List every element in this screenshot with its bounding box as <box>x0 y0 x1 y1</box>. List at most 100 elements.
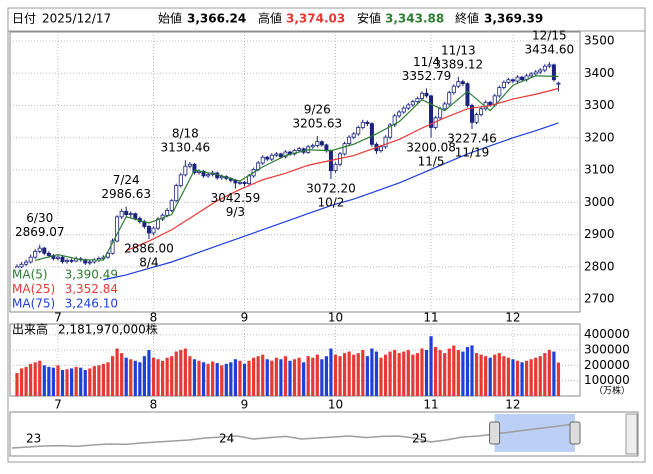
annotation-price: 3200.08 <box>406 140 456 154</box>
volume-bar <box>88 368 92 396</box>
candle-body <box>342 143 347 155</box>
volume-bar <box>429 336 433 396</box>
volume-bar <box>279 359 283 396</box>
volume-bar <box>252 357 256 396</box>
candle-body <box>520 76 525 81</box>
volume-bar <box>288 360 292 396</box>
volume-bar <box>434 346 438 396</box>
candle-body <box>447 92 452 105</box>
volume-bar <box>333 354 338 396</box>
candle-body <box>351 133 356 138</box>
annotation-date: 9/3 <box>226 205 245 219</box>
annotation-date: 8/18 <box>172 127 199 141</box>
candle-body <box>151 227 156 234</box>
header-close: 3,369.39 <box>484 12 543 26</box>
header-label: 高値 <box>258 11 282 26</box>
candle-body <box>206 174 211 177</box>
volume-bar <box>420 348 424 396</box>
candle-body <box>324 144 329 152</box>
candle-body <box>424 92 429 97</box>
y-tick-label: 2700 <box>584 292 615 306</box>
candle-body <box>501 81 506 88</box>
y-tick-label: 3400 <box>584 66 615 80</box>
volume-bar <box>211 361 215 396</box>
volume-bar <box>220 365 224 396</box>
annotation-date: 7/24 <box>113 173 140 187</box>
volume-bar <box>343 353 347 396</box>
volume-bar <box>302 362 306 396</box>
y-tick-label: 2800 <box>584 259 615 273</box>
candle-body <box>378 146 383 152</box>
volume-bar <box>206 363 210 396</box>
candle-body <box>438 108 443 119</box>
volume-bar <box>320 359 324 396</box>
candle-body <box>465 83 470 106</box>
candle-body <box>365 121 370 125</box>
volume-bar <box>292 359 297 396</box>
volume-bar <box>311 357 315 396</box>
candle-body <box>451 85 456 94</box>
volume-bar <box>556 362 561 396</box>
legend-bg <box>11 268 119 282</box>
candle-body <box>292 149 297 155</box>
annotation-date: 11/13 <box>441 43 476 57</box>
x-tick-label: 7 <box>54 311 62 325</box>
volume-bar <box>283 356 288 396</box>
volume-bar <box>383 354 388 396</box>
volume-bar <box>115 348 119 396</box>
candle-body <box>24 261 29 265</box>
volume-bar <box>356 353 360 396</box>
annotation-price: 3072.20 <box>306 182 356 196</box>
header-label: 日付 <box>12 12 36 26</box>
volume-bar <box>534 357 538 396</box>
volume-bar <box>261 354 265 396</box>
volume-bar <box>133 360 137 396</box>
volume-bar <box>19 368 24 396</box>
candle-body <box>315 141 320 146</box>
x-tick-label: 8 <box>150 311 158 325</box>
candle-body <box>319 141 324 146</box>
candle-body <box>242 181 247 185</box>
ma-line <box>125 87 559 252</box>
volume-bar <box>229 362 233 396</box>
volume-bar <box>124 357 128 396</box>
volume-bar <box>406 350 410 396</box>
candle-body <box>515 76 520 82</box>
navigator-arrow-right[interactable] <box>625 413 638 455</box>
volume-bar <box>83 369 87 396</box>
legend-bg <box>11 297 119 311</box>
candle-body <box>360 121 365 128</box>
navigator-year: 23 <box>26 432 41 446</box>
header-label: 安値 <box>357 11 381 26</box>
y-tick-label: 300000 <box>584 343 630 357</box>
candle-body <box>297 148 302 151</box>
volume-bar <box>447 348 451 396</box>
volume-bar <box>165 357 169 396</box>
volume-bar <box>479 354 483 396</box>
candle-body <box>55 256 60 259</box>
volume-bar <box>497 353 501 396</box>
volume-bar <box>24 366 28 396</box>
volume-bar <box>188 356 192 396</box>
volume-bar <box>506 357 510 396</box>
volume-bar <box>393 350 397 396</box>
volume-bar <box>397 353 401 396</box>
volume-bar <box>161 360 165 396</box>
navigator-line <box>11 423 576 449</box>
volume-bar <box>56 365 60 396</box>
annotation-date: 9/26 <box>304 102 331 116</box>
candle-body <box>410 101 415 106</box>
legend-name: MA(25) <box>12 282 55 296</box>
volume-bar <box>192 359 197 396</box>
volume-bar <box>452 345 456 396</box>
legend-name: MA(75) <box>12 297 55 311</box>
legend-name: MA(5) <box>12 268 48 282</box>
legend-value: 3,352.84 <box>65 282 118 296</box>
candle-body <box>60 256 65 263</box>
volume-bar <box>484 356 488 396</box>
volume-bar <box>379 357 383 396</box>
candle-body <box>506 79 511 83</box>
volume-bar <box>106 362 110 396</box>
candle-body <box>187 163 192 167</box>
